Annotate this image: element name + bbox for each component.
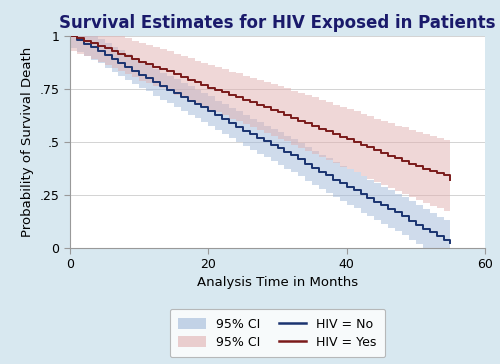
X-axis label: Analysis Time in Months: Analysis Time in Months xyxy=(197,277,358,289)
Y-axis label: Probability of Survival Death: Probability of Survival Death xyxy=(21,47,34,237)
Title: Survival Estimates for HIV Exposed in Patients: Survival Estimates for HIV Exposed in Pa… xyxy=(60,14,496,32)
Legend: 95% CI, 95% CI, HIV = No, HIV = Yes: 95% CI, 95% CI, HIV = No, HIV = Yes xyxy=(170,309,386,357)
